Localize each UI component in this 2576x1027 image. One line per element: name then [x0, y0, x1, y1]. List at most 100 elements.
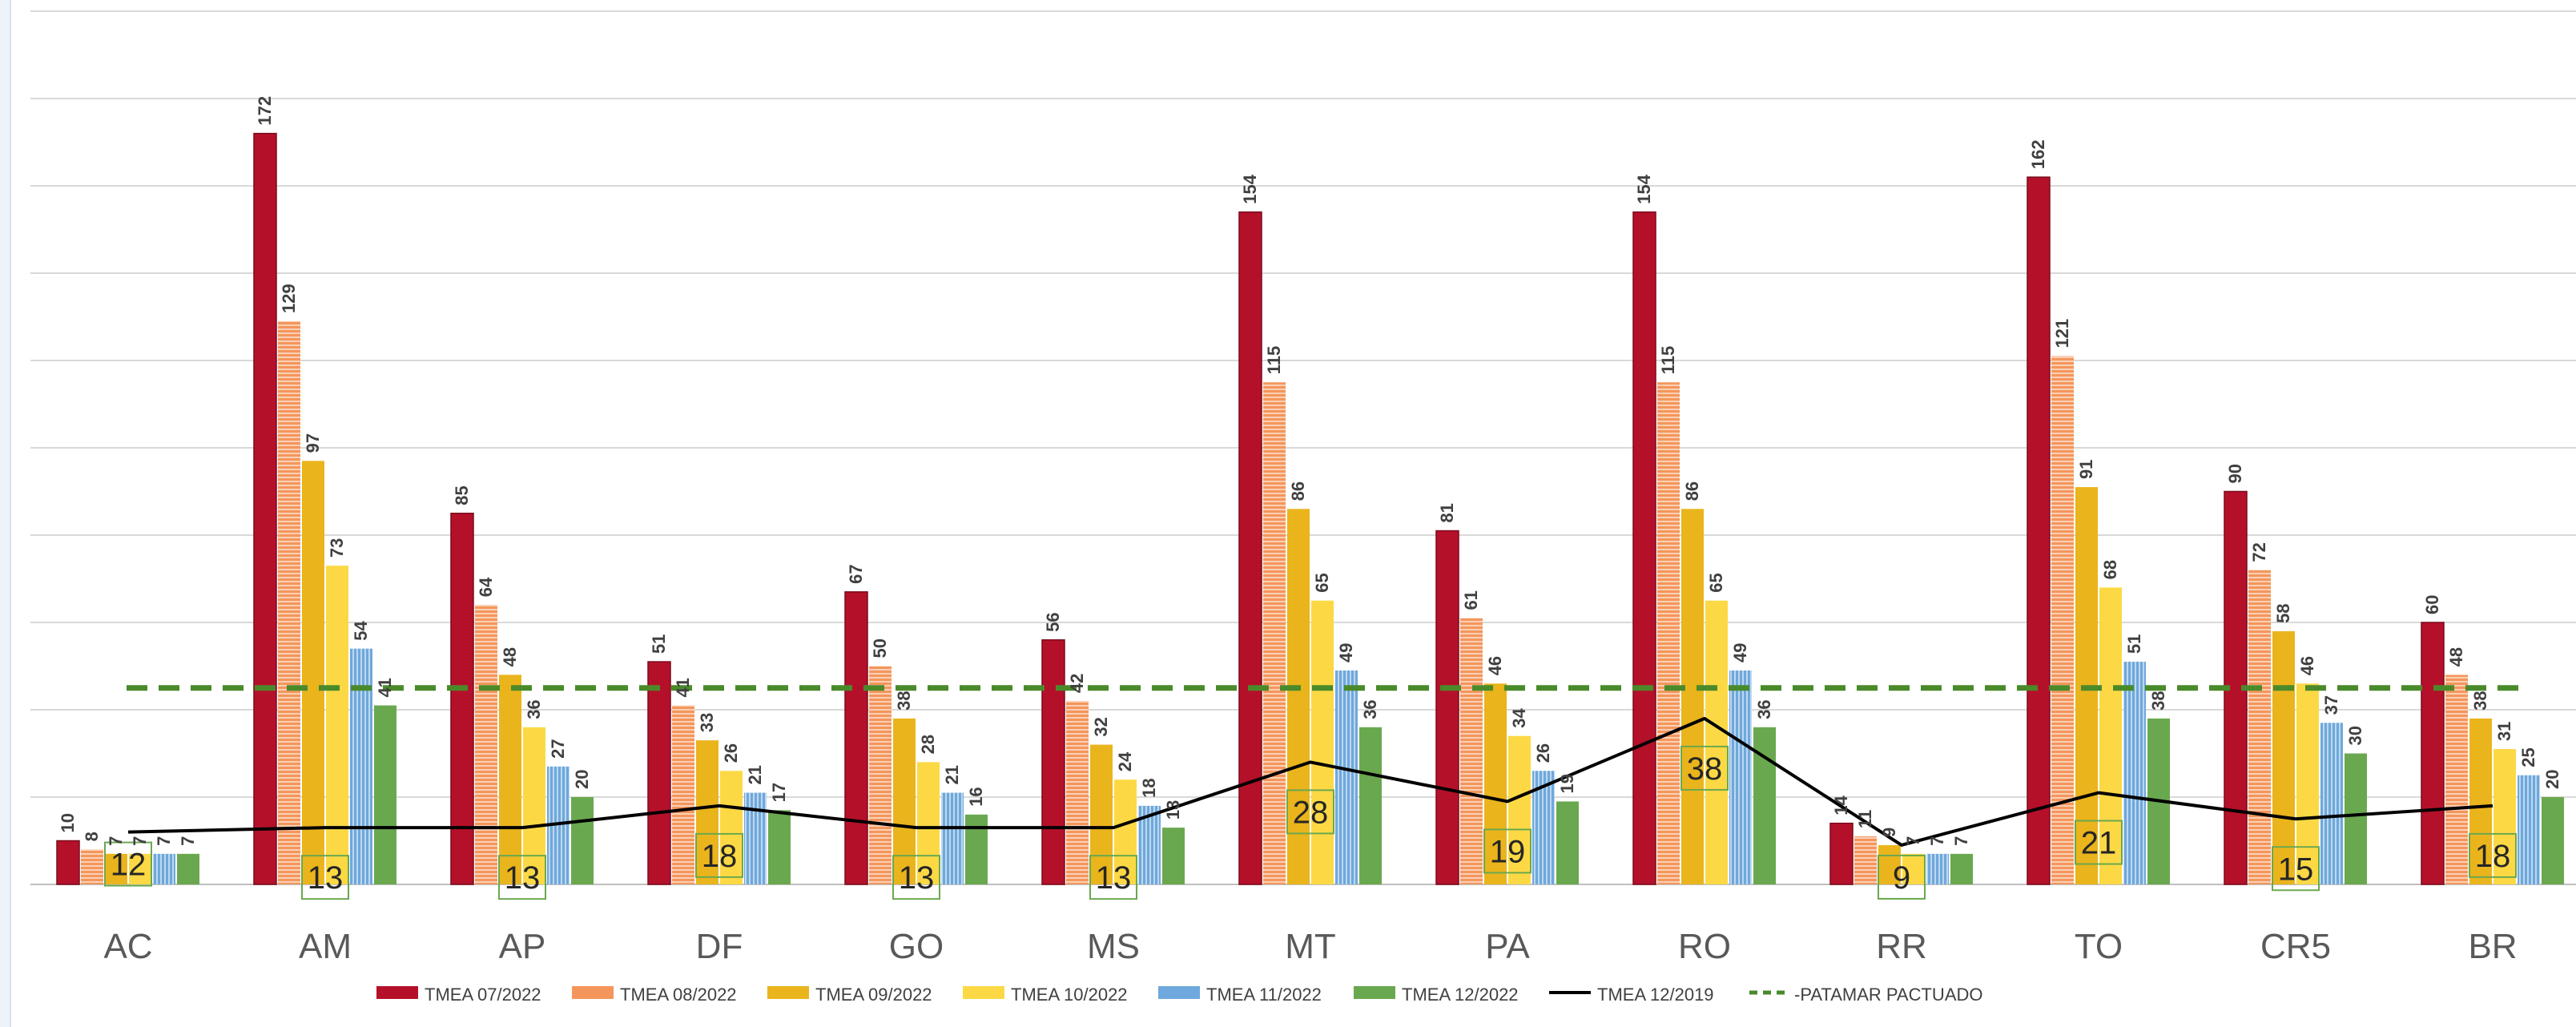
- legend-label: TMEA 08/2022: [620, 985, 737, 1005]
- line-data-label-box: [1483, 828, 1532, 874]
- data-label: 7: [1903, 836, 1923, 846]
- data-label: 73: [327, 538, 347, 558]
- data-label: 162: [2028, 139, 2048, 169]
- bar-outline: [1435, 530, 1459, 885]
- data-label: 85: [452, 485, 472, 505]
- data-label: 21: [942, 765, 962, 784]
- line-data-label: 13: [899, 860, 935, 896]
- bar: [1950, 853, 1973, 884]
- data-label: 32: [1091, 717, 1111, 736]
- bar: [2099, 587, 2122, 884]
- bar: [451, 513, 473, 884]
- category-axis: AC AM AP DF GO MS MT PA RO RR TO CR5 BR: [103, 927, 2517, 966]
- legend-label: TMEA 12/2022: [1402, 985, 1519, 1005]
- data-label: 97: [303, 433, 323, 453]
- data-label: 68: [2100, 560, 2120, 579]
- line-data-label-box: [104, 841, 152, 887]
- legend-swatch: [1158, 986, 1200, 999]
- data-label: 36: [1360, 699, 1380, 719]
- data-label: 10: [58, 813, 78, 832]
- bar-outline: [1829, 822, 1854, 885]
- data-label: 37: [2321, 695, 2341, 715]
- legend-swatch: [767, 986, 809, 999]
- data-label: 7: [1927, 836, 1947, 846]
- bar: [1508, 735, 1531, 884]
- data-label: 19: [1557, 774, 1577, 793]
- data-label: 34: [1509, 707, 1529, 727]
- bar: [1484, 683, 1507, 884]
- data-label: 33: [697, 713, 717, 732]
- line-data-label: 38: [1687, 751, 1723, 787]
- data-label: 7: [106, 836, 126, 846]
- bar-texture: [2320, 723, 2343, 884]
- bar: [571, 797, 594, 884]
- data-label: 26: [1533, 743, 1553, 763]
- bar-texture: [2051, 356, 2074, 884]
- bar-outline: [1041, 639, 1065, 885]
- bar: [1633, 211, 1656, 884]
- window-left-edge: [0, 0, 11, 1027]
- data-label: 64: [476, 577, 496, 597]
- bar: [1878, 844, 1901, 884]
- data-label: 46: [1485, 656, 1505, 675]
- data-label: 30: [2345, 726, 2365, 745]
- data-label: 38: [2148, 691, 2168, 710]
- category-label: MS: [1087, 927, 1140, 966]
- line-data-label: 15: [2278, 852, 2314, 887]
- bar: [2542, 797, 2564, 884]
- legend-swatch: [376, 986, 418, 999]
- data-label: 25: [2518, 747, 2538, 767]
- bar-outline: [647, 661, 671, 885]
- bar-texture: [2123, 662, 2146, 884]
- bar: [1830, 823, 1853, 884]
- legend-swatch: [963, 986, 1004, 999]
- data-label: 67: [846, 564, 866, 583]
- data-label: 16: [966, 787, 986, 806]
- category-label: AC: [103, 927, 152, 966]
- data-label: 121: [2052, 319, 2072, 348]
- bar-texture: [1263, 382, 1286, 884]
- bar: [1114, 779, 1137, 884]
- line-data-label: 18: [2475, 839, 2511, 874]
- category-label: TO: [2075, 927, 2123, 966]
- data-label: 86: [1288, 481, 1308, 501]
- bar-texture: [81, 849, 103, 884]
- data-label: 51: [2124, 634, 2144, 654]
- data-label: 38: [894, 691, 914, 710]
- data-label: 24: [1115, 751, 1135, 771]
- bar: [1359, 727, 1382, 884]
- data-label: 54: [351, 620, 371, 640]
- data-label: 48: [500, 647, 520, 667]
- bar: [1162, 828, 1185, 884]
- legend-label: TMEA 09/2022: [815, 985, 932, 1005]
- category-label: RR: [1876, 927, 1927, 966]
- bar-texture: [1926, 853, 1949, 884]
- bar: [1436, 530, 1459, 884]
- line-data-label: 19: [1490, 834, 1526, 869]
- bar: [1556, 801, 1579, 884]
- bar-texture: [2248, 570, 2271, 884]
- data-label: 8: [82, 832, 102, 841]
- bar: [648, 662, 670, 884]
- data-label: 7: [178, 836, 198, 846]
- category-label: AM: [299, 927, 352, 966]
- category-label: DF: [696, 927, 743, 966]
- bar: [1239, 211, 1262, 884]
- bar: [2027, 177, 2050, 885]
- legend-label: TMEA 10/2022: [1011, 985, 1128, 1005]
- data-label: 51: [649, 634, 669, 654]
- line-data-label-box: [695, 832, 743, 878]
- category-label: BR: [2468, 927, 2517, 966]
- legend: TMEA 07/2022 TMEA 08/2022 TMEA 09/2022 TMEA…: [376, 985, 1983, 1005]
- data-label: 41: [673, 678, 693, 697]
- bar: [1090, 744, 1113, 884]
- legend-label: TMEA 11/2022: [1206, 985, 1322, 1005]
- data-label: 91: [2076, 460, 2096, 479]
- line-data-label: 28: [1293, 795, 1329, 830]
- line-data-label: 9: [1893, 860, 1910, 896]
- line-data-label-box: [2469, 832, 2517, 878]
- bar-texture: [869, 666, 892, 884]
